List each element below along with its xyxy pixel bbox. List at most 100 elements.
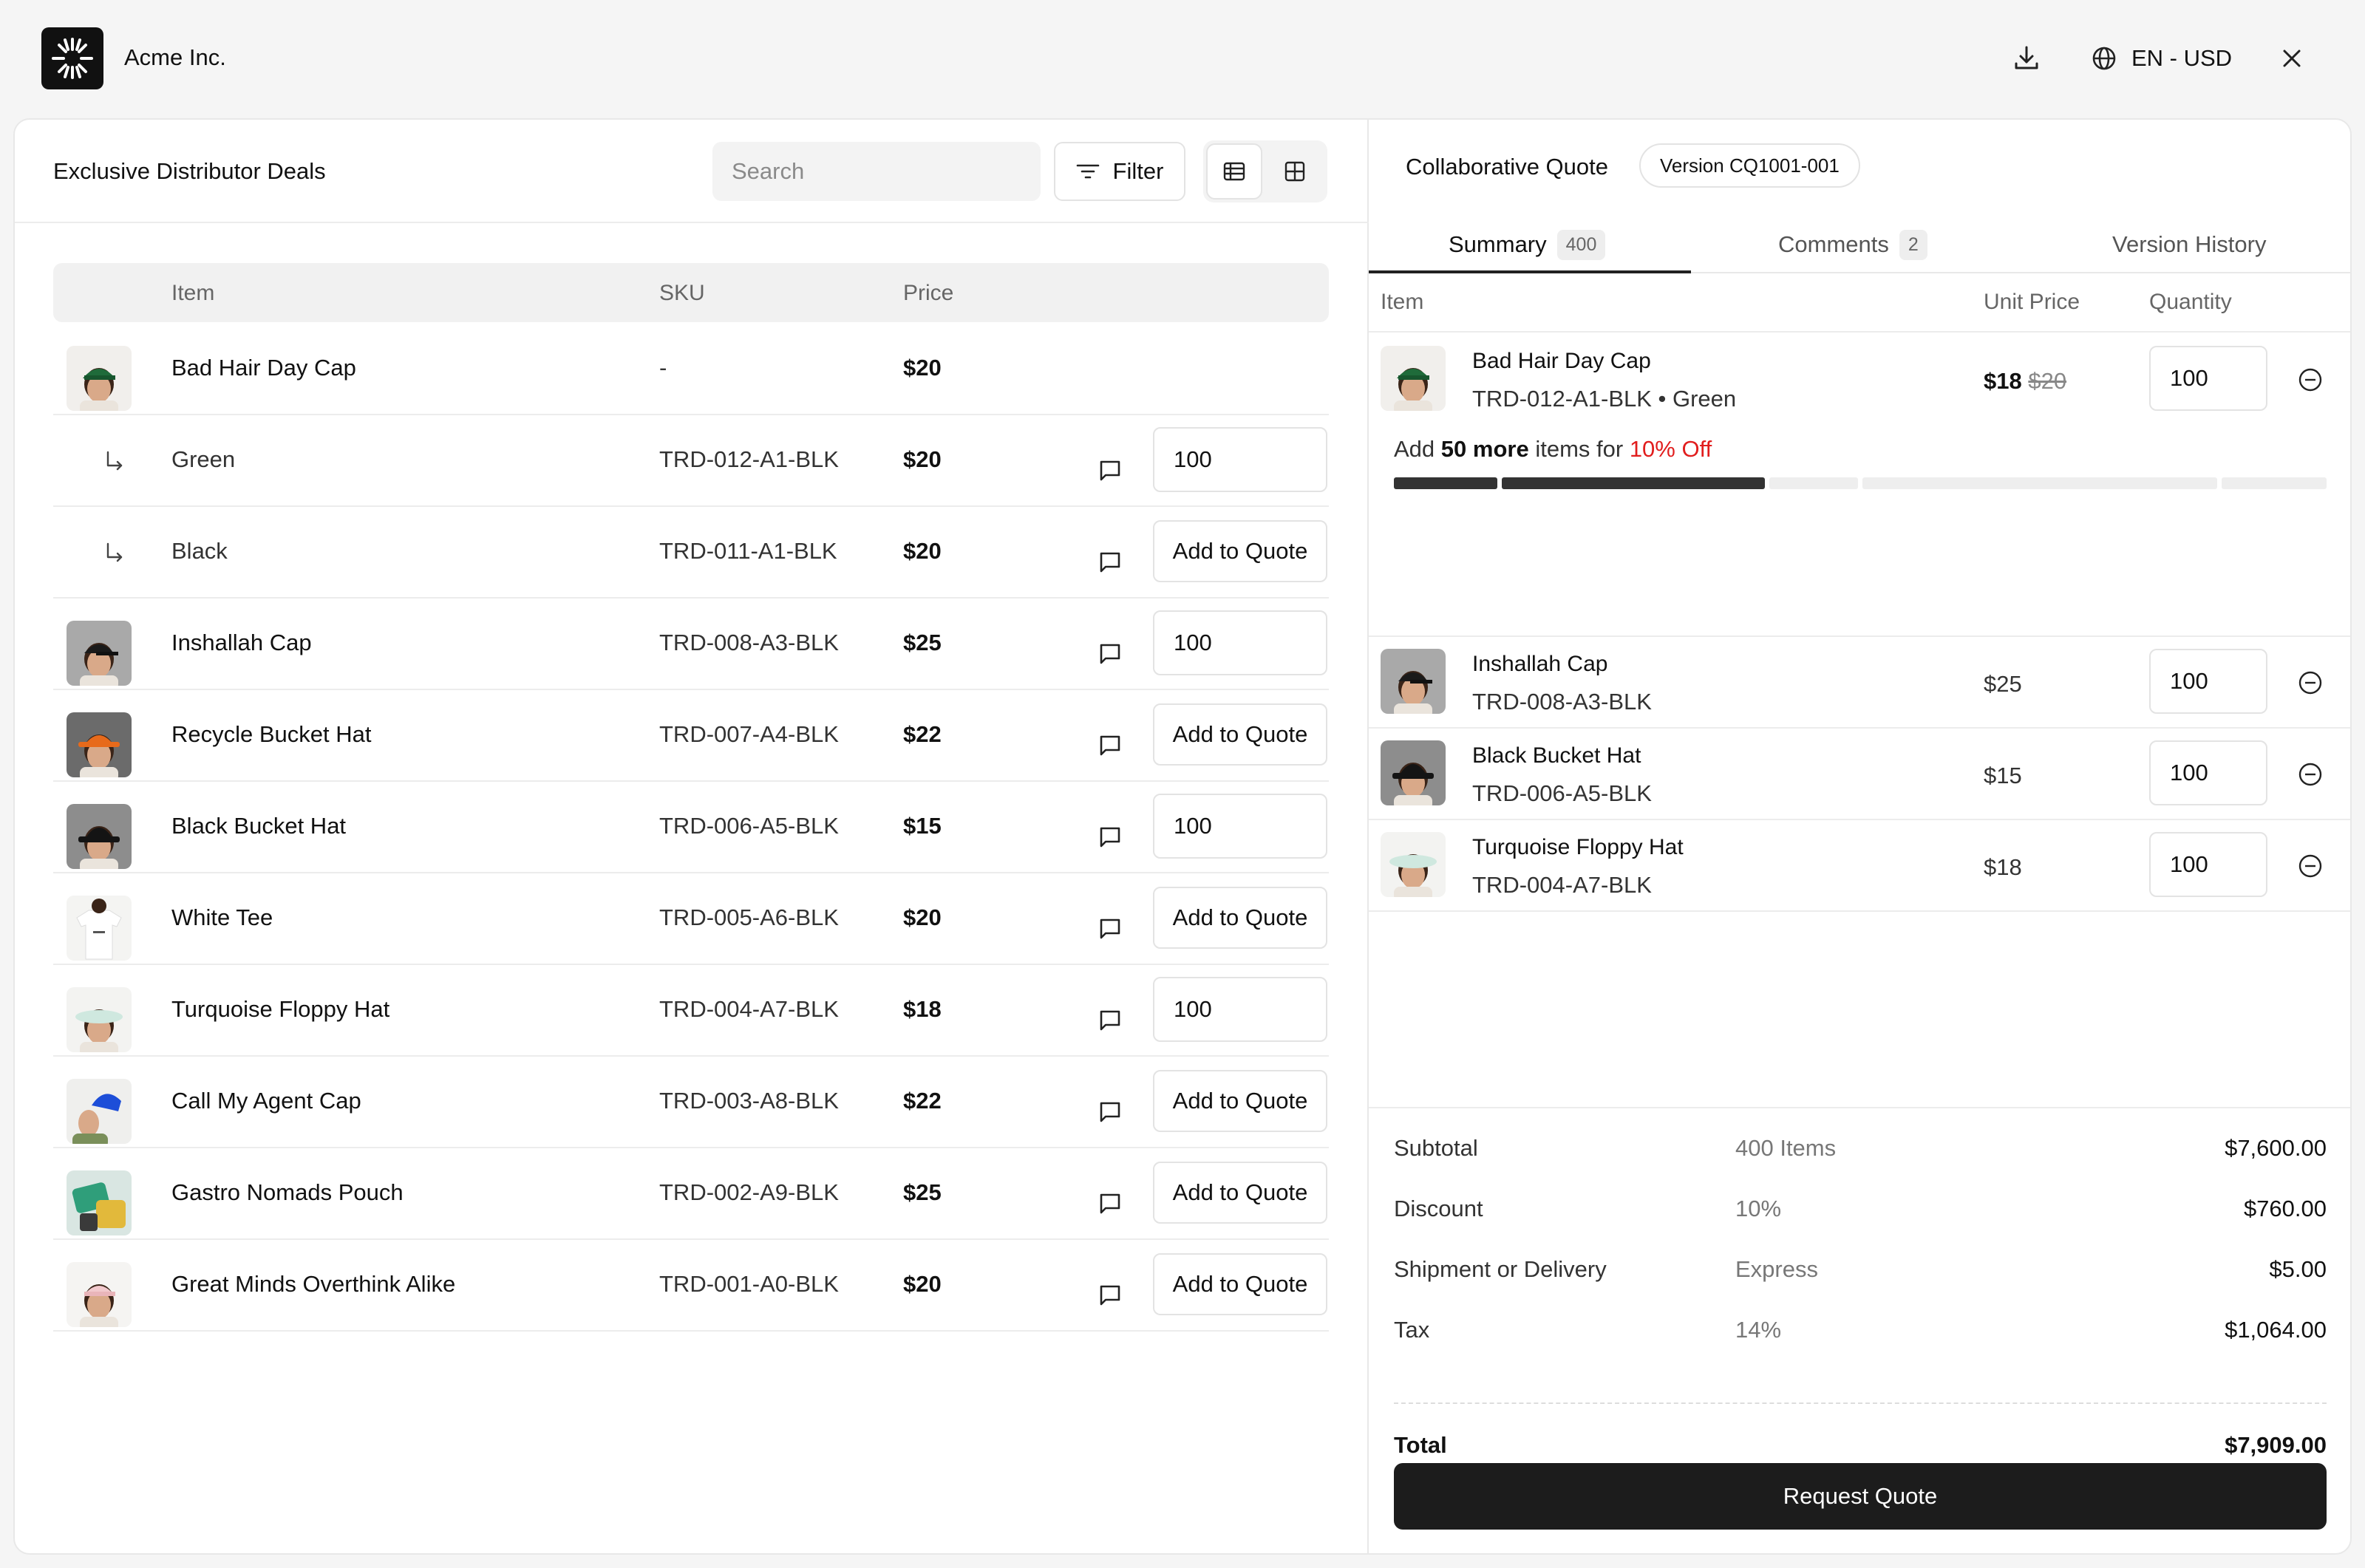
quote-item-sku: TRD-008-A3-BLK [1472,689,1652,715]
table-row: Green TRD-012-A1-BLK $20 100 [53,415,1329,507]
comment-icon[interactable] [1095,913,1125,943]
comment-icon[interactable] [1095,547,1125,576]
item-price: $25 [903,630,942,655]
progress-segment [1862,477,2217,489]
item-sku: TRD-004-A7-BLK [659,996,839,1022]
item-name: Inshallah Cap [171,630,312,655]
subtotal-label: Subtotal [1394,1135,1478,1161]
item-price: $20 [903,904,942,930]
comment-icon[interactable] [1095,638,1125,668]
summary-discount: Discount 10% $760.00 [1394,1196,2327,1233]
product-thumbnail [67,987,132,1052]
grid-view-button[interactable] [1267,143,1323,200]
shipping-value: $5.00 [2269,1256,2327,1282]
table-row: Black TRD-011-A1-BLK $20 Add to Quote [53,507,1329,599]
table-row: Gastro Nomads Pouch TRD-002-A9-BLK $25 A… [53,1148,1329,1240]
product-thumbnail [1381,346,1446,411]
add-to-quote-button[interactable]: Add to Quote [1153,1070,1327,1132]
unit-price-value: $25 [1984,671,2022,697]
quote-item-price: $18 [1984,854,2022,881]
quote-panel: Collaborative Quote Version CQ1001-001 S… [1369,120,2350,1553]
quote-quantity-input[interactable]: 100 [2149,832,2267,897]
summary-subtotal: Subtotal 400 Items $7,600.00 [1394,1135,2327,1172]
comment-icon[interactable] [1095,1280,1125,1309]
table-row: Black Bucket Hat TRD-006-A5-BLK $15 100 [53,782,1329,873]
add-to-quote-button[interactable]: Add to Quote [1153,703,1327,766]
volume-discount-promo: Add 50 more items for 10% Off [1394,436,1712,463]
quote-item-price: $15 [1984,763,2022,789]
item-name: Black Bucket Hat [171,813,347,839]
table-row: White Tee TRD-005-A6-BLK $20 Add to Quot… [53,873,1329,965]
view-toggle [1203,140,1327,202]
search-input[interactable] [732,158,1041,185]
product-thumbnail [67,1079,132,1144]
brand-logo [41,27,103,89]
request-quote-button[interactable]: Request Quote [1394,1463,2327,1530]
download-icon[interactable] [2012,43,2041,74]
close-icon[interactable] [2276,43,2307,74]
product-thumbnail [67,804,132,869]
item-price: $20 [903,355,942,381]
comment-icon[interactable] [1095,1188,1125,1218]
quote-item-row: Turquoise Floppy Hat TRD-004-A7-BLK $18 … [1369,820,2350,912]
filter-icon [1076,164,1099,179]
discount-progress-bar [1394,477,2327,489]
item-price: $22 [903,721,942,747]
locale-selector[interactable]: EN - USD [2092,41,2232,75]
remove-item-icon[interactable] [2297,853,2324,879]
product-thumbnail [1381,740,1446,805]
quote-quantity-input[interactable]: 100 [2149,649,2267,714]
quantity-input[interactable]: 100 [1153,427,1327,492]
product-thumbnail [1381,832,1446,897]
quote-quantity-input[interactable]: 100 [2149,346,2267,411]
shipping-detail: Express [1735,1256,1818,1282]
quantity-input[interactable]: 100 [1153,977,1327,1042]
search-box[interactable] [712,142,1041,201]
main-panel: Exclusive Distributor Deals Filter [13,118,2352,1555]
list-view-icon [1223,162,1245,181]
add-to-quote-button[interactable]: Add to Quote [1153,887,1327,949]
list-view-button[interactable] [1206,143,1262,200]
item-name: White Tee [171,904,273,930]
item-sku: TRD-003-A8-BLK [659,1088,839,1114]
comment-icon[interactable] [1095,822,1125,851]
comment-icon[interactable] [1095,1097,1125,1126]
tab-summary-label: Summary [1449,231,1547,257]
subitem-arrow-icon [101,448,127,474]
quote-title: Collaborative Quote [1406,154,1608,180]
progress-segment [1394,477,1497,489]
comment-icon[interactable] [1095,455,1125,485]
item-name: Gastro Nomads Pouch [171,1179,404,1205]
comment-icon[interactable] [1095,730,1125,760]
discount-value: $760.00 [2243,1196,2327,1221]
tab-version-history[interactable]: Version History [2112,216,2266,273]
catalog-header: Exclusive Distributor Deals Filter [15,120,1369,223]
table-row: Recycle Bucket Hat TRD-007-A4-BLK $22 Ad… [53,690,1329,782]
remove-item-icon[interactable] [2297,761,2324,788]
subitem-arrow-icon [101,539,127,566]
product-thumbnail [67,896,132,961]
quantity-input[interactable]: 100 [1153,794,1327,859]
add-to-quote-button[interactable]: Add to Quote [1153,1253,1327,1315]
item-sku: TRD-002-A9-BLK [659,1179,839,1205]
filter-button[interactable]: Filter [1054,142,1185,201]
quantity-input[interactable]: 100 [1153,610,1327,675]
catalog-panel: Exclusive Distributor Deals Filter [15,120,1369,1553]
add-to-quote-button[interactable]: Add to Quote [1153,1162,1327,1224]
tab-summary[interactable]: Summary 400 [1449,216,1606,273]
quote-column-unit-price: Unit Price [1984,290,2080,314]
item-price: $20 [903,538,942,564]
quote-column-item: Item [1381,290,1424,314]
quote-item-sku: TRD-004-A7-BLK [1472,872,1652,898]
remove-item-icon[interactable] [2297,669,2324,696]
comment-icon[interactable] [1095,1005,1125,1034]
tab-comments-label: Comments [1778,231,1889,257]
total-value: $7,909.00 [2225,1432,2327,1458]
version-badge: Version CQ1001-001 [1639,143,1860,188]
quote-quantity-input[interactable]: 100 [2149,740,2267,805]
item-price: $25 [903,1179,942,1205]
add-to-quote-button[interactable]: Add to Quote [1153,520,1327,582]
remove-item-icon[interactable] [2297,367,2324,393]
tab-comments[interactable]: Comments 2 [1778,216,1927,273]
product-thumbnail [67,346,132,411]
